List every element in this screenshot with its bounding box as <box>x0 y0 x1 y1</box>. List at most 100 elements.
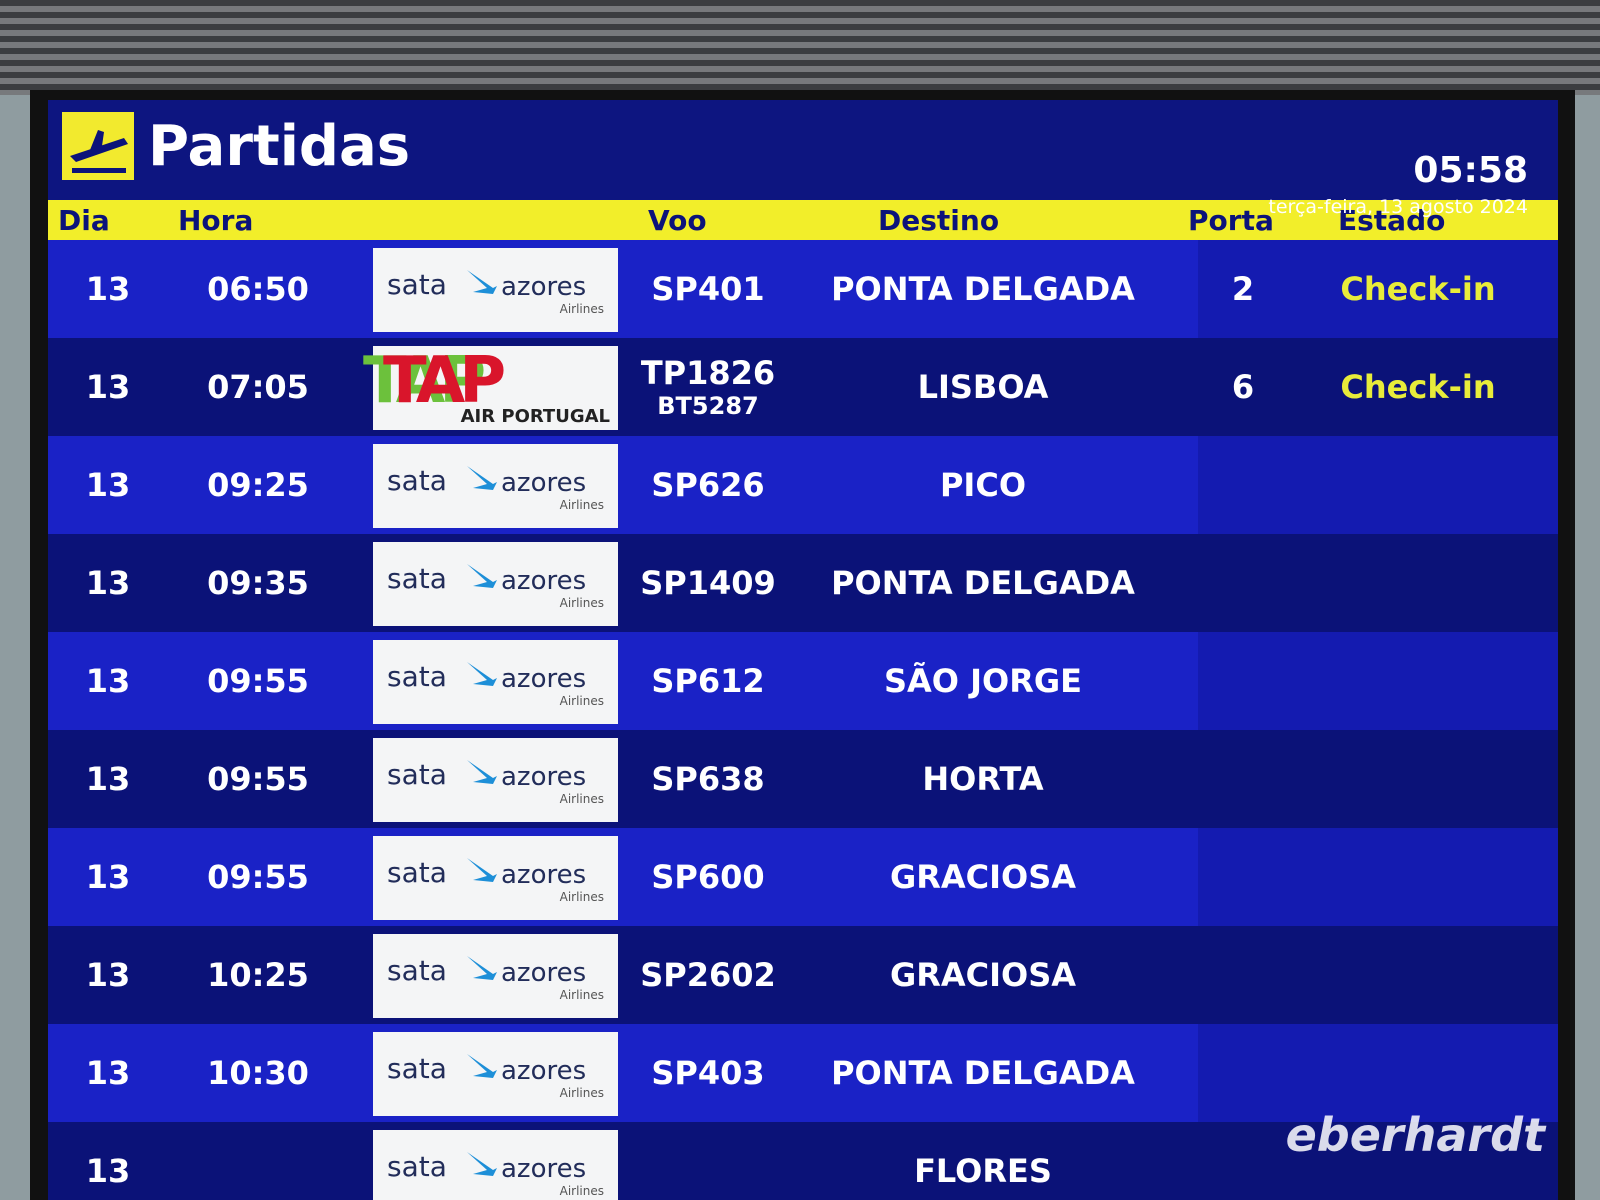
destination: PONTA DELGADA <box>831 564 1135 602</box>
bird <box>467 1152 497 1176</box>
destination: LISBOA <box>917 368 1049 406</box>
time: 10:25 <box>207 956 309 994</box>
flight-number: SP1409 <box>633 534 783 632</box>
logo-name: sata <box>387 1052 447 1085</box>
flight-code: SP638 <box>651 760 765 798</box>
logo-sub: Airlines <box>559 596 604 610</box>
column-label: Porta <box>1188 204 1274 237</box>
status: Check-in <box>1340 270 1496 308</box>
bird <box>467 662 497 686</box>
flight-row: 13 06:50 sata azores Airlines SP401 PONTA DELG… <box>48 240 1558 338</box>
flight-number: SP612 <box>633 632 783 730</box>
day: 13 <box>85 662 131 700</box>
flight-number: SP638 <box>633 730 783 828</box>
wall <box>1575 95 1600 1200</box>
day: 13 <box>85 956 131 994</box>
gate-shade <box>1198 632 1558 730</box>
logo-sub: Airlines <box>559 792 604 806</box>
screen: Partidas 05:58 Dia Hora Voo Destino Porta Est… <box>48 100 1558 1200</box>
day: 13 <box>85 858 131 896</box>
destination: PICO <box>939 466 1027 504</box>
logo-name: sata <box>387 954 447 987</box>
plane-svg <box>70 130 128 173</box>
time: 09:25 <box>207 466 309 504</box>
gate-shade <box>1198 436 1558 534</box>
logo-name: TAP <box>383 344 506 418</box>
title: Partidas <box>148 114 411 179</box>
column-header: Dia Hora Voo Destino Porta Estado <box>48 200 1558 240</box>
gate: 2 <box>1231 270 1255 308</box>
flight-row: 13 sata azores Airlines FLORES <box>48 1122 1558 1200</box>
flight-code: SP1409 <box>640 564 776 602</box>
column-label: Voo <box>648 204 707 237</box>
flight-code: SP401 <box>651 270 765 308</box>
day: 13 <box>85 564 131 602</box>
bird <box>467 1054 497 1078</box>
flight-code: SP403 <box>651 1054 765 1092</box>
destination: FLORES <box>914 1152 1052 1190</box>
flight-row: 13 09:55 sata azores Airlines SP638 HORTA <box>48 730 1558 828</box>
flight-row: 13 10:30 sata azores Airlines SP403 PONTA DELG… <box>48 1024 1558 1122</box>
logo-name: sata <box>387 758 447 791</box>
time: 09:55 <box>207 662 309 700</box>
flight-code: SP626 <box>651 466 765 504</box>
logo-brand: azores <box>501 1056 587 1086</box>
bird <box>467 564 497 588</box>
bird <box>467 760 497 784</box>
logo-name: sata <box>387 660 447 693</box>
logo-brand: azores <box>501 1154 587 1184</box>
destination: GRACIOSA <box>889 858 1077 896</box>
logo-sub: Airlines <box>559 1184 604 1198</box>
day: 13 <box>85 270 131 308</box>
logo-sub: Airlines <box>559 890 604 904</box>
airline-logo: sata azores Airlines <box>373 836 618 920</box>
gate-shade <box>1198 1024 1558 1122</box>
flight-number: SP600 <box>633 828 783 926</box>
airline-logo: sata azores Airlines <box>373 542 618 626</box>
time: 07:05 <box>207 368 309 406</box>
flight-row: 13 09:35 sata azores Airlines SP1409 PONTA DEL… <box>48 534 1558 632</box>
time: 10:30 <box>207 1054 309 1092</box>
logo-brand: azores <box>501 762 587 792</box>
bird <box>467 466 497 490</box>
day: 13 <box>85 1054 131 1092</box>
day: 13 <box>85 368 131 406</box>
airline-logo: sata azores Airlines <box>373 738 618 822</box>
logo-brand: azores <box>501 860 587 890</box>
time: 06:50 <box>207 270 309 308</box>
logo-brand: azores <box>501 468 587 498</box>
flight-number: TP1826 BT5287 <box>633 338 783 436</box>
column-label: Destino <box>878 204 1000 237</box>
flight-code: BT5287 <box>657 392 759 420</box>
destination: PONTA DELGADA <box>831 1054 1135 1092</box>
flight-row: 13 10:25 sata azores Airlines SP2602 GRACIOSA <box>48 926 1558 1024</box>
status: Check-in <box>1340 368 1496 406</box>
destination: PONTA DELGADA <box>831 270 1135 308</box>
airline-logo: sata azores Airlines <box>373 444 618 528</box>
column-label: Hora <box>178 204 254 237</box>
flight-number: SP403 <box>633 1024 783 1122</box>
plane-icon <box>62 112 134 180</box>
logo-name: sata <box>387 562 447 595</box>
airline-logo: sata azores Airlines <box>373 248 618 332</box>
column-label: Estado <box>1338 204 1446 237</box>
airline-logo: sata azores Airlines <box>373 934 618 1018</box>
logo-name: sata <box>387 268 447 301</box>
flight-code: SP2602 <box>640 956 776 994</box>
day: 13 <box>85 1152 131 1190</box>
logo-sub: Airlines <box>559 988 604 1002</box>
logo-sub: Airlines <box>559 694 604 708</box>
bird <box>467 858 497 882</box>
time: 09:55 <box>207 760 309 798</box>
logo-sub: Airlines <box>559 1086 604 1100</box>
flight-row: 13 09:55 sata azores Airlines SP612 SÃO JORGE <box>48 632 1558 730</box>
logo-brand: azores <box>501 664 587 694</box>
bird <box>467 270 497 294</box>
day: 13 <box>85 466 131 504</box>
flight-number: SP401 <box>633 240 783 338</box>
flight-number: SP2602 <box>633 926 783 1024</box>
flight-row: 13 07:05 TAP AIR PORTUGAL TP1826 BT5287 LISBOA… <box>48 338 1558 436</box>
gate: 6 <box>1231 368 1255 406</box>
time: 09:55 <box>207 858 309 896</box>
